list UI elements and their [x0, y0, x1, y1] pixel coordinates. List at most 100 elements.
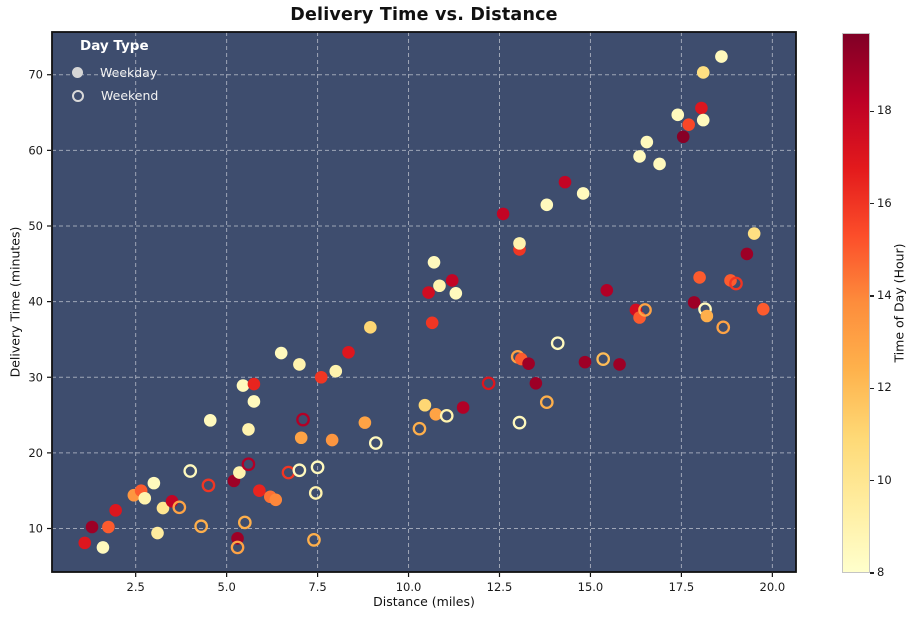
scatter-point-weekday — [293, 358, 306, 371]
scatter-point-weekday — [151, 526, 164, 540]
scatter-point-weekend — [638, 303, 652, 317]
scatter-point-weekday — [364, 321, 377, 334]
colorbar-tick-mark — [870, 572, 874, 574]
scatter-point-weekday — [102, 520, 115, 534]
scatter-point-weekday — [696, 66, 710, 79]
scatter-point-weekday — [456, 401, 470, 414]
scatter-point-weekday — [294, 431, 308, 445]
scatter-point-weekday — [671, 108, 685, 122]
y-tick-label: 20 — [28, 446, 43, 460]
x-tick-label: 15.0 — [578, 580, 604, 594]
scatter-point-weekday — [576, 187, 590, 200]
scatter-point-weekend — [512, 415, 527, 430]
scatter-point-weekday — [342, 345, 355, 359]
axes-spine — [51, 31, 797, 573]
scatter-point-weekday — [247, 395, 261, 408]
scatter-point-weekday — [85, 520, 99, 534]
scatter-point-weekend — [296, 412, 310, 427]
scatter-point-weekday — [429, 408, 443, 421]
scatter-point-weekday — [756, 302, 770, 316]
x-tick-label: 12.5 — [487, 580, 513, 594]
scatter-point-weekday — [329, 364, 343, 378]
legend-item-weekend: Weekend — [66, 84, 158, 107]
scatter-point-weekday — [600, 283, 614, 297]
x-tick-label: 20.0 — [760, 580, 786, 594]
scatter-point-weekday — [696, 113, 710, 127]
scatter-point-weekday — [653, 157, 666, 171]
legend-item-weekday: Weekday — [66, 61, 158, 84]
x-tick-label: 10.0 — [396, 580, 422, 594]
scatter-point-weekday — [496, 207, 510, 221]
scatter-point-weekday — [422, 286, 435, 299]
scatter-point-weekend — [307, 533, 321, 547]
colorbar-tick-mark — [870, 480, 874, 482]
scatter-point-weekend — [368, 436, 383, 450]
scatter-point-weekday — [578, 355, 592, 369]
scatter-point-weekday — [236, 379, 250, 392]
x-tick-label: 2.5 — [127, 580, 145, 594]
legend-item-weekday-label: Weekday — [100, 65, 158, 80]
x-tick-label: 17.5 — [669, 580, 695, 594]
scatter-point-weekday — [513, 237, 526, 250]
scatter-point-weekday — [449, 287, 463, 300]
scatter-point-weekday — [418, 398, 432, 412]
weekend-open-marker-icon — [72, 89, 84, 102]
scatter-point-weekday — [147, 476, 161, 490]
colorbar-tick-label: 10 — [877, 472, 892, 487]
chart-title: Delivery Time vs. Distance — [290, 5, 558, 25]
scatter-point-weekday — [78, 536, 92, 550]
y-tick-label: 30 — [28, 370, 43, 384]
colorbar-label: Time of Day (Hour) — [891, 243, 907, 363]
colorbar-tick-mark — [870, 387, 874, 390]
colorbar-tick-mark — [870, 203, 874, 205]
scatter-point-weekday — [740, 247, 754, 261]
scatter-point-weekday — [138, 491, 152, 505]
colorbar-tick-label: 8 — [877, 565, 885, 579]
colorbar-tick-label: 16 — [877, 195, 892, 210]
scatter-point-weekday — [96, 541, 110, 554]
legend-item-weekend-label: Weekend — [101, 88, 159, 103]
scatter-point-weekday — [274, 346, 288, 360]
scatter-point-weekday — [203, 414, 217, 427]
colorbar-tick-label: 14 — [877, 288, 892, 303]
y-tick-label: 70 — [28, 68, 43, 82]
scatter-point-weekday — [695, 101, 708, 115]
scatter-point-weekday — [693, 271, 706, 284]
scatter-point-weekend — [308, 486, 323, 500]
colorbar-tick-mark — [870, 295, 874, 297]
legend: Day Type Weekday Weekend — [66, 38, 158, 107]
scatter-point-weekday — [687, 296, 701, 309]
scatter-point-weekend — [237, 515, 252, 530]
y-axis-label: Delivery Time (minutes) — [7, 226, 23, 378]
x-tick-label: 5.0 — [217, 580, 235, 594]
scatter-point-weekday — [529, 377, 543, 390]
scatter-point-weekend — [550, 336, 565, 351]
scatter-point-weekday — [358, 416, 372, 429]
scatter-point-weekend — [183, 464, 198, 478]
scatter-point-weekday — [253, 484, 266, 497]
scatter-point-weekday — [314, 370, 328, 384]
scatter-point-weekday — [233, 466, 246, 479]
scatter-point-weekend — [292, 463, 307, 478]
scatter-point-weekday — [633, 150, 646, 163]
scatter-point-weekday — [242, 423, 255, 436]
scatter-point-weekday — [433, 279, 446, 293]
scatter-point-weekday — [522, 357, 535, 370]
scatter-point-weekend — [310, 460, 325, 475]
weekday-filled-marker-icon — [72, 67, 83, 78]
scatter-point-weekday — [700, 309, 714, 323]
scatter-point-weekend — [439, 408, 454, 423]
scatter-point-weekday — [640, 135, 654, 149]
scatter-point-weekday — [325, 433, 339, 447]
legend-title: Day Type — [80, 38, 149, 54]
y-tick-label: 10 — [28, 522, 43, 536]
scatter-point-weekend — [230, 540, 245, 555]
scatter-point-weekday — [109, 504, 122, 517]
scatter-point-weekday — [715, 50, 728, 63]
scatter-point-weekend — [539, 395, 554, 410]
scatter-point-weekday — [682, 118, 695, 131]
scatter-point-weekday — [747, 227, 761, 240]
x-axis-label: Distance (miles) — [373, 594, 475, 609]
